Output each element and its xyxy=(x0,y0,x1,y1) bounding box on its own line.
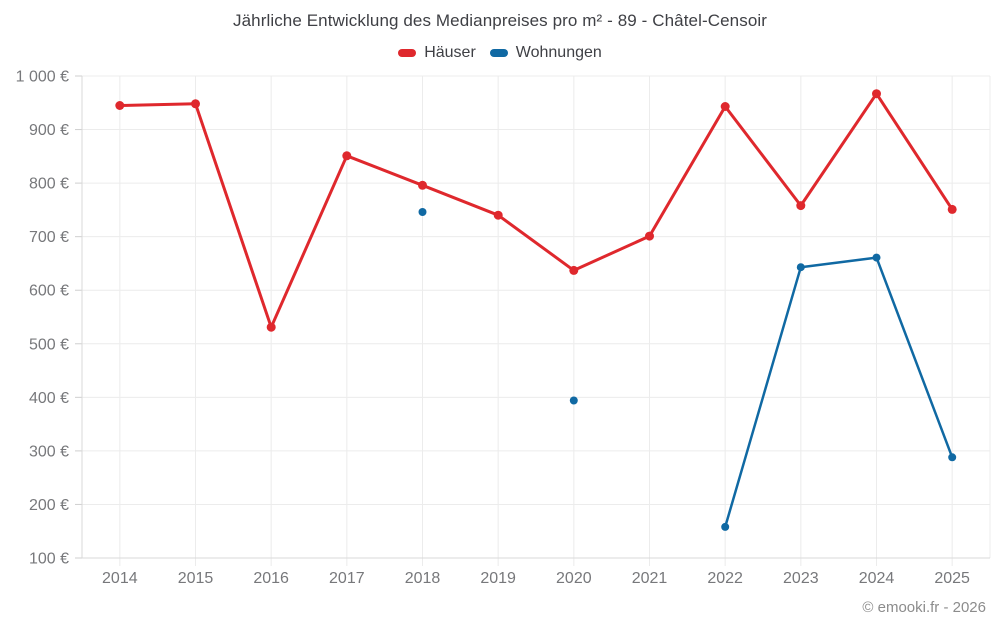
data-point-hauser-2023[interactable] xyxy=(796,201,806,211)
copyright: © emooki.fr - 2026 xyxy=(862,599,986,616)
data-point-wohnungen-2024[interactable] xyxy=(872,253,881,262)
x-axis-tick-label: 2019 xyxy=(480,570,516,587)
data-point-hauser-2020[interactable] xyxy=(569,265,579,275)
data-point-hauser-2016[interactable] xyxy=(266,322,276,332)
x-axis-tick-label: 2022 xyxy=(707,570,743,587)
legend-item-wohnungen[interactable]: Wohnungen xyxy=(489,44,602,62)
data-point-hauser-2018[interactable] xyxy=(418,180,427,190)
data-point-wohnungen-2025[interactable] xyxy=(948,453,957,462)
x-axis-tick-label: 2014 xyxy=(102,570,138,587)
data-point-hauser-2022[interactable] xyxy=(720,102,730,111)
legend-swatch-hauser-icon xyxy=(398,49,417,57)
data-point-wohnungen-2020[interactable] xyxy=(569,396,578,405)
x-axis-tick-label: 2016 xyxy=(253,570,289,587)
data-point-wohnungen-2018[interactable] xyxy=(418,208,427,216)
data-point-hauser-2024[interactable] xyxy=(872,89,881,99)
legend: Häuser Wohnungen xyxy=(0,44,1000,62)
x-axis-tick-label: 2018 xyxy=(405,570,441,587)
y-axis-tick-label: 100 € xyxy=(29,551,69,568)
data-point-hauser-2021[interactable] xyxy=(645,231,654,241)
data-point-wohnungen-2023[interactable] xyxy=(796,263,805,272)
legend-label: Häuser xyxy=(424,44,476,61)
chart-title: Jährliche Entwicklung des Medianpreises … xyxy=(232,11,768,30)
data-point-hauser-2019[interactable] xyxy=(493,210,503,220)
legend-swatch-wohnungen-icon xyxy=(489,49,508,57)
x-axis-tick-label: 2024 xyxy=(859,570,895,587)
data-point-hauser-2015[interactable] xyxy=(191,99,200,109)
legend-label: Wohnungen xyxy=(515,44,602,61)
legend-item-hauser[interactable]: Häuser xyxy=(398,44,476,62)
data-point-wohnungen-2022[interactable] xyxy=(721,522,730,531)
data-point-hauser-2017[interactable] xyxy=(342,151,352,161)
y-axis-tick-label: 400 € xyxy=(29,390,69,407)
y-axis-tick-label: 500 € xyxy=(29,336,69,353)
y-axis-tick-label: 600 € xyxy=(29,283,69,300)
x-axis-tick-label: 2020 xyxy=(556,570,592,587)
series-line-hauser xyxy=(118,92,954,329)
y-axis-tick-label: 1 000 € xyxy=(16,69,69,86)
y-axis-tick-label: 800 € xyxy=(29,176,69,193)
y-axis-tick-label: 900 € xyxy=(29,122,69,139)
x-axis-tick-label: 2025 xyxy=(934,570,970,587)
series-line-wohnungen xyxy=(723,256,954,529)
y-axis-tick-label: 300 € xyxy=(29,443,69,460)
y-axis-tick-label: 700 € xyxy=(29,229,69,246)
y-axis-tick-label: 200 € xyxy=(29,497,69,514)
x-axis-tick-label: 2017 xyxy=(329,570,365,587)
data-point-hauser-2025[interactable] xyxy=(947,204,957,214)
x-axis-tick-label: 2021 xyxy=(632,570,668,587)
data-point-hauser-2014[interactable] xyxy=(115,101,125,110)
x-axis-tick-label: 2015 xyxy=(178,570,214,587)
x-axis-tick-label: 2023 xyxy=(783,570,819,587)
